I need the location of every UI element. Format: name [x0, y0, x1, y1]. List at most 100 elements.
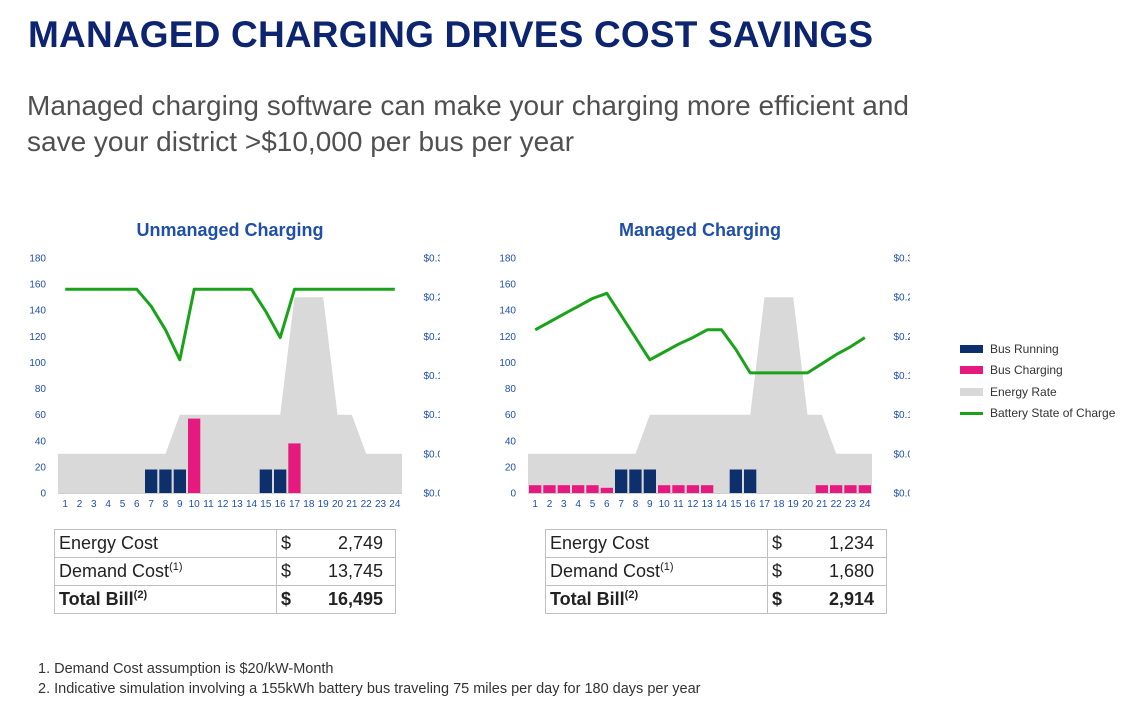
managed-cost-table: Energy Cost $ 1,234 Demand Cost(1) $ 1,6… — [545, 529, 887, 614]
y-right-tick-label: $0.30 — [423, 254, 440, 265]
demand-cost-text: Demand Cost — [59, 561, 170, 581]
y-left-tick-label: 80 — [35, 384, 47, 395]
footnote-1: 1. Demand Cost assumption is $20/kW-Mont… — [38, 661, 334, 677]
bus-running-bar — [615, 469, 628, 493]
bus-running-bar — [729, 469, 742, 493]
table-row-energy-cost: Energy Cost $ 2,749 — [54, 529, 396, 558]
y-right-tick-label: $0.30 — [893, 254, 910, 265]
legend-item-bus-running: Bus Running — [960, 338, 1115, 360]
x-tick-label: 18 — [773, 499, 785, 510]
unmanaged-charging-chart: Unmanaged Charging0204060801001201401601… — [29, 220, 440, 510]
bus-running-bar — [259, 469, 272, 493]
legend-swatch-energy-rate — [960, 387, 983, 396]
bus-charging-bar — [815, 485, 828, 493]
bus-charging-bar — [600, 487, 613, 493]
bus-running-bar — [643, 469, 656, 493]
legend-label-bus-running: Bus Running — [990, 341, 1059, 356]
total-bill-label: Total Bill(2) — [545, 585, 768, 614]
chart-title: Unmanaged Charging — [136, 220, 323, 240]
x-tick-label: 9 — [647, 499, 653, 510]
legend-item-battery-soc: Battery State of Charge — [960, 403, 1115, 425]
x-tick-label: 22 — [831, 499, 843, 510]
footnote-ref-1: (1) — [660, 561, 674, 573]
subtitle-line-1: Managed charging software can make your … — [27, 90, 909, 121]
x-tick-label: 20 — [332, 499, 344, 510]
y-left-tick-label: 160 — [29, 280, 46, 291]
x-tick-label: 14 — [246, 499, 258, 510]
y-left-tick-label: 40 — [505, 436, 517, 447]
chart-title: Managed Charging — [619, 220, 781, 240]
total-bill-value: 2,914 — [790, 585, 887, 614]
energy-cost-label: Energy Cost — [545, 529, 768, 558]
bus-charging-bar — [844, 485, 857, 493]
page-subtitle: Managed charging software can make your … — [27, 88, 1027, 160]
x-tick-label: 5 — [120, 499, 126, 510]
table-row-energy-cost: Energy Cost $ 1,234 — [545, 529, 887, 558]
legend-swatch-bus-charging — [960, 366, 983, 375]
legend-item-bus-charging: Bus Charging — [960, 360, 1115, 382]
bus-running-bar — [159, 469, 172, 493]
x-tick-label: 23 — [845, 499, 857, 510]
energy-cost-value: 1,234 — [790, 529, 887, 558]
energy-cost-value: 2,749 — [299, 529, 396, 558]
bus-charging-bar — [529, 485, 542, 493]
x-tick-label: 24 — [859, 499, 871, 510]
x-tick-label: 16 — [745, 499, 757, 510]
footnote-ref-2: (2) — [624, 589, 639, 601]
x-tick-label: 12 — [217, 499, 229, 510]
y-right-tick-label: $0.20 — [893, 332, 910, 343]
x-tick-label: 13 — [702, 499, 714, 510]
x-tick-label: 19 — [318, 499, 330, 510]
x-tick-label: 1 — [532, 499, 538, 510]
x-tick-label: 18 — [303, 499, 315, 510]
bus-charging-bar — [701, 485, 714, 493]
bus-charging-bar — [572, 485, 585, 493]
x-tick-label: 6 — [134, 499, 140, 510]
bus-running-bar — [145, 469, 158, 493]
x-tick-label: 16 — [275, 499, 287, 510]
total-bill-text: Total Bill — [550, 589, 625, 609]
x-tick-label: 13 — [232, 499, 244, 510]
bus-charging-bar — [658, 485, 671, 493]
demand-cost-label: Demand Cost(1) — [545, 557, 768, 586]
y-left-tick-label: 60 — [505, 410, 517, 421]
x-tick-label: 2 — [547, 499, 553, 510]
total-bill-currency: $ — [767, 585, 790, 614]
bus-charging-bar — [543, 485, 556, 493]
y-left-tick-label: 140 — [29, 306, 46, 317]
y-left-tick-label: 120 — [29, 332, 46, 343]
y-left-tick-label: 180 — [499, 254, 516, 265]
x-tick-label: 10 — [659, 499, 671, 510]
bus-charging-bar — [686, 485, 699, 493]
total-bill-value: 16,495 — [299, 585, 396, 614]
demand-cost-currency: $ — [276, 557, 299, 586]
demand-cost-value: 1,680 — [790, 557, 887, 586]
x-tick-label: 3 — [91, 499, 97, 510]
y-left-tick-label: 180 — [29, 254, 46, 265]
y-right-tick-label: $0.20 — [423, 332, 440, 343]
legend-item-energy-rate: Energy Rate — [960, 381, 1115, 403]
x-tick-label: 8 — [633, 499, 639, 510]
x-tick-label: 15 — [730, 499, 742, 510]
demand-cost-text: Demand Cost — [550, 561, 661, 581]
y-right-tick-label: $0.10 — [893, 410, 910, 421]
y-right-tick-label: $0.05 — [893, 449, 910, 460]
bus-charging-bar — [288, 443, 301, 493]
x-tick-label: 7 — [618, 499, 624, 510]
y-right-tick-label: $0.00 — [423, 489, 440, 500]
y-right-tick-label: $0.25 — [893, 293, 910, 304]
table-row-total-bill: Total Bill(2) $ 16,495 — [54, 585, 396, 614]
x-tick-label: 8 — [163, 499, 169, 510]
y-left-tick-label: 160 — [499, 280, 516, 291]
footnote-ref-1: (1) — [169, 561, 183, 573]
y-right-tick-label: $0.25 — [423, 293, 440, 304]
x-tick-label: 12 — [687, 499, 699, 510]
y-left-tick-label: 100 — [499, 358, 516, 369]
footnotes: 1. Demand Cost assumption is $20/kW-Mont… — [38, 659, 701, 699]
legend-swatch-bus-running — [960, 344, 983, 353]
x-tick-label: 23 — [375, 499, 387, 510]
legend-label-bus-charging: Bus Charging — [990, 363, 1063, 378]
bus-running-bar — [744, 469, 757, 493]
table-row-demand-cost: Demand Cost(1) $ 13,745 — [54, 557, 396, 586]
bus-charging-bar — [858, 485, 871, 493]
